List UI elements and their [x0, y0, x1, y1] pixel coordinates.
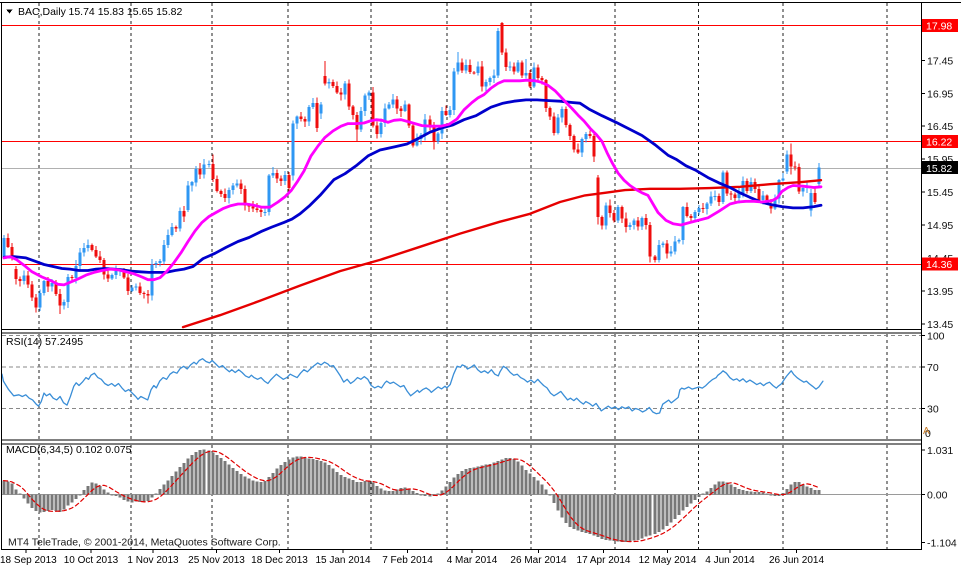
svg-text:4 Jun 2014: 4 Jun 2014	[705, 555, 755, 566]
svg-text:15 Jan 2014: 15 Jan 2014	[315, 555, 370, 566]
svg-text:14.95: 14.95	[927, 220, 953, 232]
svg-text:15.82: 15.82	[926, 163, 952, 175]
svg-text:RSI(14) 57.2495: RSI(14) 57.2495	[6, 336, 83, 348]
svg-text:14.36: 14.36	[926, 259, 952, 271]
svg-text:17.98: 17.98	[926, 21, 952, 33]
svg-text:16.45: 16.45	[927, 121, 953, 133]
svg-text:70: 70	[927, 362, 939, 374]
svg-text:17 Apr 2014: 17 Apr 2014	[577, 555, 631, 566]
svg-text:MACD(6,34,5) 0.102 0.075: MACD(6,34,5) 0.102 0.075	[6, 444, 132, 456]
svg-text:0: 0	[925, 428, 931, 440]
svg-text:1.031: 1.031	[927, 445, 953, 457]
svg-text:13.95: 13.95	[927, 286, 953, 298]
svg-text:15.45: 15.45	[927, 187, 953, 199]
svg-text:A: A	[923, 426, 930, 437]
svg-text:18 Sep 2013: 18 Sep 2013	[0, 555, 57, 566]
svg-text:MT4 TeleTrade, © 2001-2014, Me: MT4 TeleTrade, © 2001-2014, MetaQuotes S…	[8, 537, 281, 549]
svg-text:30: 30	[927, 403, 939, 415]
svg-text:1 Nov 2013: 1 Nov 2013	[127, 555, 179, 566]
svg-text:10 Oct 2013: 10 Oct 2013	[64, 555, 119, 566]
svg-text:13.45: 13.45	[927, 319, 953, 331]
svg-text:16.22: 16.22	[926, 137, 952, 149]
svg-text:17.45: 17.45	[927, 55, 953, 67]
svg-text:25 Nov 2013: 25 Nov 2013	[188, 555, 245, 566]
svg-text:12 May 2014: 12 May 2014	[639, 555, 697, 566]
svg-text:26 Jun 2014: 26 Jun 2014	[769, 555, 824, 566]
svg-text:7 Feb 2014: 7 Feb 2014	[382, 555, 433, 566]
svg-text:16.95: 16.95	[927, 88, 953, 100]
svg-text:26 Mar 2014: 26 Mar 2014	[510, 555, 567, 566]
svg-text:-1.104: -1.104	[927, 537, 957, 549]
svg-text:BAC,Daily: BAC,Daily	[18, 6, 67, 18]
svg-text:15.74 15.83 15.65 15.82: 15.74 15.83 15.65 15.82	[69, 6, 183, 18]
svg-text:100: 100	[927, 331, 945, 343]
svg-text:0.00: 0.00	[927, 490, 948, 502]
svg-text:4 Mar 2014: 4 Mar 2014	[447, 555, 498, 566]
svg-text:18 Dec 2013: 18 Dec 2013	[251, 555, 308, 566]
